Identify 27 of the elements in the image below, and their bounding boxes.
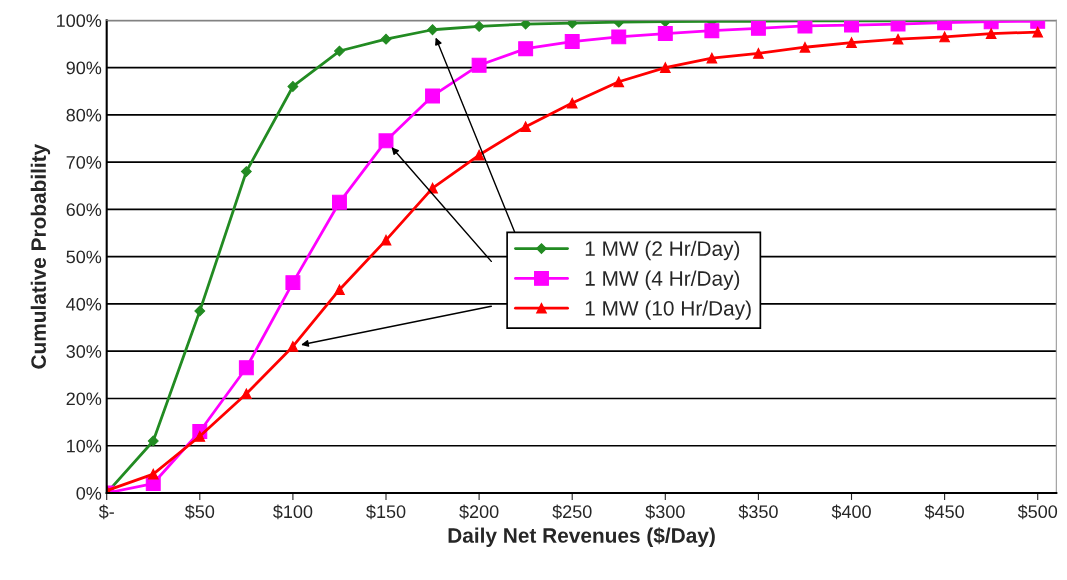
x-tick-label: $450 (924, 504, 964, 520)
x-axis-title: Daily Net Revenues ($/Day) (448, 527, 715, 547)
legend-label: 1 MW (2 Hr/Day) (585, 240, 740, 261)
legend-label: 1 MW (4 Hr/Day) (585, 270, 740, 290)
x-tick-label: $- (98, 504, 114, 520)
legend-label: 1 MW (10 Hr/Day) (585, 300, 751, 320)
y-tick-label: 10% (67, 439, 102, 453)
y-tick-label: 20% (66, 392, 102, 406)
x-tick-label: $250 (552, 504, 592, 520)
y-axis-title: Cumulative Probability (30, 143, 51, 369)
x-tick-label: $350 (738, 504, 778, 520)
y-tick-label: 90% (66, 61, 102, 75)
x-tick-label: $200 (459, 504, 499, 520)
x-tick-label: $300 (645, 504, 685, 520)
y-tick-label: 30% (66, 345, 102, 358)
y-tick-label: 0% (76, 486, 102, 500)
x-tick-label: $100 (273, 504, 313, 520)
y-tick-label: 70% (66, 156, 102, 169)
y-tick-label: 80% (66, 108, 102, 122)
x-tick-label: $500 (1017, 504, 1058, 520)
y-tick-label: 40% (66, 297, 102, 311)
y-tick-label: 50% (66, 250, 102, 264)
x-tick-label: $400 (831, 504, 871, 520)
y-tick-label: 100% (57, 14, 102, 28)
x-tick-label: $50 (184, 504, 215, 520)
x-tick-label: $150 (366, 504, 406, 520)
y-tick-label: 60% (66, 203, 102, 217)
